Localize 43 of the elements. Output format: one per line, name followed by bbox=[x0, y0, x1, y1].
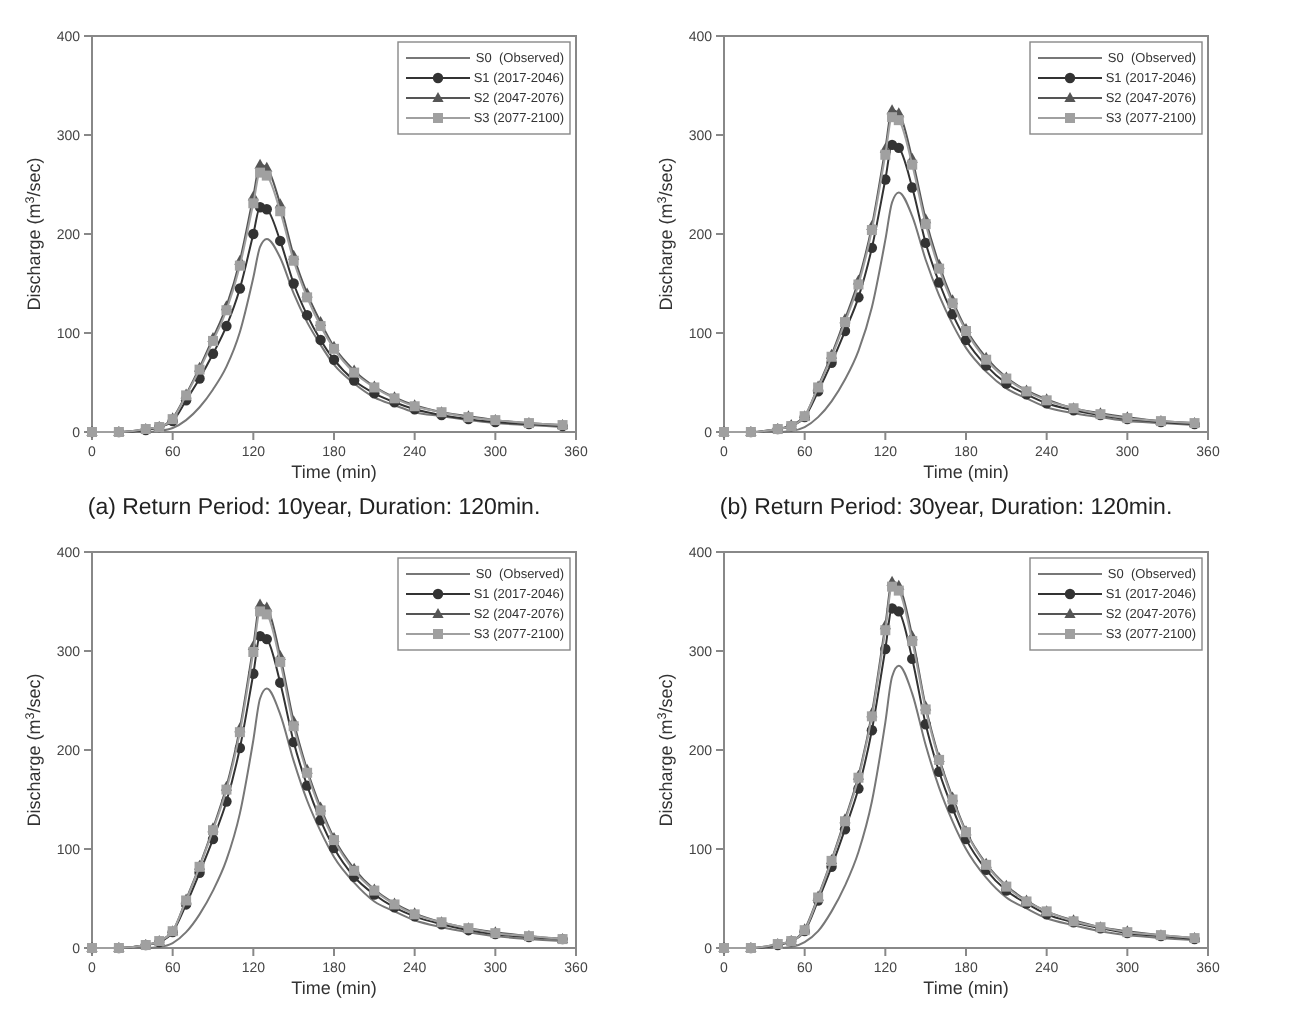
point bbox=[288, 721, 299, 732]
point bbox=[893, 606, 904, 617]
point bbox=[315, 334, 326, 346]
point bbox=[920, 219, 931, 230]
point bbox=[302, 292, 313, 303]
x-axis-title: Time (min) bbox=[923, 978, 1009, 998]
point bbox=[328, 354, 340, 365]
point bbox=[248, 646, 259, 657]
x-axis-title: Time (min) bbox=[291, 462, 377, 482]
point bbox=[288, 278, 299, 289]
point bbox=[288, 255, 299, 266]
text: (a) Return Period: 10year, Duration: 120min. bbox=[87, 496, 541, 520]
point bbox=[248, 228, 259, 240]
x-axis-title: Time (min) bbox=[291, 978, 377, 998]
text: (b) Return Period: 30year, Duration: 120min. bbox=[719, 496, 1173, 520]
point bbox=[934, 263, 945, 274]
point bbox=[907, 182, 918, 193]
point bbox=[234, 260, 245, 271]
point bbox=[315, 321, 326, 332]
point bbox=[907, 159, 918, 170]
point bbox=[221, 305, 232, 316]
point bbox=[234, 727, 245, 738]
point bbox=[275, 235, 286, 247]
x-axis-title: Time (min) bbox=[923, 462, 1009, 482]
point bbox=[866, 225, 877, 236]
point bbox=[275, 656, 286, 667]
point bbox=[893, 142, 904, 154]
point bbox=[261, 609, 272, 620]
point bbox=[893, 115, 904, 126]
point bbox=[234, 283, 246, 294]
point bbox=[275, 206, 286, 217]
point bbox=[261, 633, 272, 645]
point bbox=[261, 204, 272, 215]
point bbox=[207, 348, 219, 359]
point bbox=[248, 198, 259, 209]
point bbox=[301, 309, 313, 321]
point bbox=[221, 320, 232, 332]
point bbox=[261, 170, 272, 181]
point bbox=[880, 149, 891, 160]
point bbox=[880, 625, 891, 636]
point bbox=[893, 585, 904, 596]
point bbox=[853, 279, 864, 290]
point bbox=[907, 636, 918, 647]
